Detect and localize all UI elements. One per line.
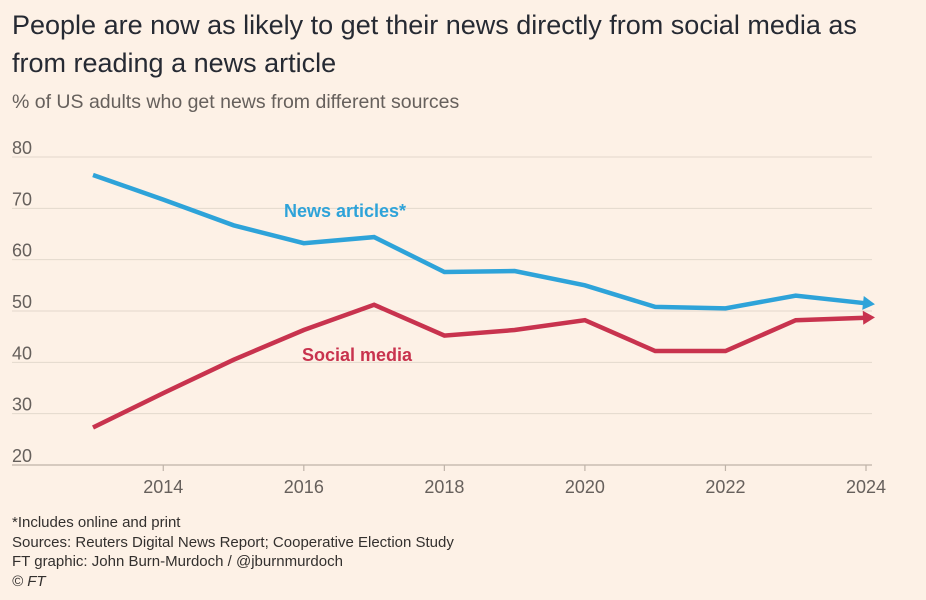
news-articles-arrowhead: [862, 296, 875, 310]
footnote: *Includes online and print: [12, 514, 181, 531]
y-tick-label: 70: [12, 189, 32, 209]
grid-lines: [12, 156, 872, 466]
y-tick-label: 40: [12, 343, 32, 363]
social-media-label: Social media: [302, 345, 413, 365]
graphic-credit: FT graphic: John Burn-Murdoch / @jburnmu…: [12, 553, 343, 570]
y-tick-label: 60: [12, 241, 32, 261]
x-tick-label: 2022: [705, 477, 745, 497]
chart-title: People are now as likely to get their ne…: [12, 10, 857, 78]
y-axis-ticks: 20 30 40 50 60 70 80: [12, 138, 32, 466]
sources-note: Sources: Reuters Digital News Report; Co…: [12, 533, 454, 551]
x-tick-label: 2024: [846, 477, 886, 497]
copyright: © FT: [12, 572, 46, 590]
y-tick-label: 50: [12, 292, 32, 312]
x-tick-label: 2014: [143, 477, 183, 497]
x-tick-label: 2018: [424, 477, 464, 497]
x-axis-ticks: 2014 2016 2018 2020 2022 2024: [143, 465, 886, 497]
news-articles-line: [92, 172, 867, 311]
y-tick-label: 80: [12, 138, 32, 158]
news-articles-label: News articles*: [284, 201, 406, 221]
social-media-arrowhead: [862, 310, 875, 325]
social-media-line: [92, 302, 867, 430]
y-tick-label: 30: [12, 395, 32, 415]
series-lines: [92, 172, 875, 430]
footer: *Includes online and print Sources: Reut…: [12, 513, 454, 591]
x-tick-label: 2020: [565, 477, 605, 497]
x-tick-label: 2016: [284, 477, 324, 497]
series-labels: News articles* Social media: [284, 201, 413, 365]
chart-subtitle: % of US adults who get news from differe…: [12, 91, 460, 113]
y-tick-label: 20: [12, 446, 32, 466]
